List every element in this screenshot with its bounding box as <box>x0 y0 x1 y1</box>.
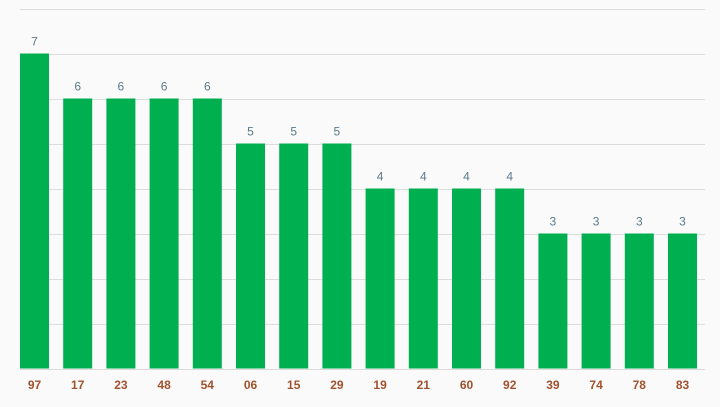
value-label-17: 6 <box>74 80 81 94</box>
category-label-29: 29 <box>330 378 344 392</box>
bar-54 <box>192 98 222 369</box>
category-label-17: 17 <box>71 378 85 392</box>
value-label-74: 3 <box>593 215 600 229</box>
value-label-23: 6 <box>118 80 125 94</box>
category-label-19: 19 <box>373 378 387 392</box>
category-label-60: 60 <box>460 378 474 392</box>
category-label-15: 15 <box>287 378 301 392</box>
category-labels: 97 17 23 48 54 06 15 29 19 21 60 92 39 74 78 83 <box>28 378 690 392</box>
category-label-39: 39 <box>546 378 560 392</box>
category-label-92: 92 <box>503 378 517 392</box>
bar-83 <box>668 233 697 369</box>
category-label-78: 78 <box>633 378 647 392</box>
bar-15 <box>279 143 309 369</box>
value-label-97: 7 <box>31 35 38 49</box>
value-label-92: 4 <box>506 170 513 184</box>
category-label-83: 83 <box>676 378 690 392</box>
bar-78 <box>624 233 654 369</box>
value-label-54: 6 <box>204 80 211 94</box>
bar-92 <box>495 188 525 369</box>
category-label-23: 23 <box>114 378 128 392</box>
category-label-54: 54 <box>201 378 215 392</box>
bars <box>20 53 697 369</box>
bar-60 <box>452 188 481 369</box>
bar-21 <box>408 188 438 369</box>
category-label-06: 06 <box>244 378 258 392</box>
value-label-06: 5 <box>247 125 254 139</box>
bar-17 <box>63 98 93 369</box>
bar-29 <box>322 143 352 369</box>
bar-39 <box>538 233 568 369</box>
bar-74 <box>581 233 611 369</box>
category-label-74: 74 <box>589 378 603 392</box>
value-label-83: 3 <box>679 215 686 229</box>
value-label-48: 6 <box>161 80 168 94</box>
category-label-48: 48 <box>157 378 171 392</box>
bar-97 <box>20 53 49 369</box>
bar-06 <box>236 143 265 369</box>
value-label-21: 4 <box>420 170 427 184</box>
value-label-19: 4 <box>377 170 384 184</box>
value-label-29: 5 <box>334 125 341 139</box>
bar-23 <box>106 98 136 369</box>
value-labels: 7 6 6 6 6 5 5 5 4 4 4 4 3 3 3 3 <box>31 35 686 229</box>
value-label-39: 3 <box>550 215 557 229</box>
bar-48 <box>149 98 179 369</box>
value-label-15: 5 <box>290 125 297 139</box>
category-label-97: 97 <box>28 378 42 392</box>
bar-19 <box>365 188 395 369</box>
category-label-21: 21 <box>417 378 431 392</box>
value-label-60: 4 <box>463 170 470 184</box>
value-label-78: 3 <box>636 215 643 229</box>
